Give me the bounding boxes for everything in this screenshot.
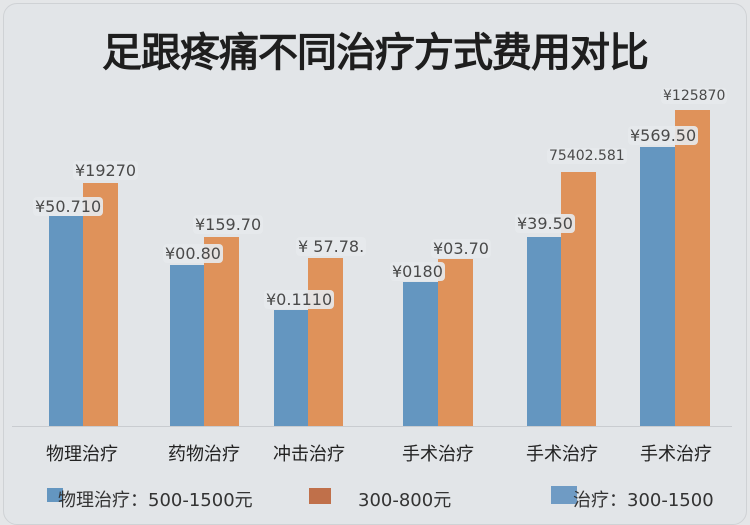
plot-area: ¥50.710 ¥19270 ¥00.80 ¥159.70 ¥0.1110 ¥ … <box>12 88 732 511</box>
bar-blue-5 <box>527 237 561 426</box>
value-label-orange-1: ¥19270 <box>73 161 139 180</box>
bar-orange-2 <box>204 237 239 426</box>
bar-orange-3 <box>308 258 343 426</box>
bar-orange-6 <box>675 110 710 426</box>
category-label-6: 手术治疗 <box>640 444 712 465</box>
value-label-blue-5: ¥39.50 <box>515 214 575 233</box>
value-label-blue-1: ¥50.710 <box>33 197 104 216</box>
bar-orange-1 <box>83 183 118 426</box>
value-label-blue-6: ¥569.50 <box>628 126 699 145</box>
chart-title: 足跟疼痛不同治疗方式费用对比 <box>102 30 649 76</box>
legend-swatch-2 <box>309 488 331 504</box>
value-label-blue-4: ¥0180 <box>390 262 445 281</box>
bar-blue-6 <box>640 147 675 426</box>
value-label-blue-2: ¥00.80 <box>163 244 223 263</box>
category-label-4: 手术治疗 <box>402 444 474 465</box>
value-label-orange-6: ¥125870 <box>661 88 728 104</box>
category-label-5: 手术治疗 <box>526 444 598 465</box>
chart-frame <box>3 3 747 525</box>
legend-item-1: 物理治疗：500-1500元 <box>58 490 253 511</box>
category-label-2: 药物治疗 <box>168 444 240 465</box>
category-label-3: 冲击治疗 <box>273 444 345 465</box>
value-label-orange-3: ¥ 57.78. <box>296 237 367 256</box>
bar-blue-2 <box>170 265 204 426</box>
value-label-blue-3: ¥0.1110 <box>264 290 335 309</box>
value-label-orange-2: ¥159.70 <box>193 215 264 234</box>
bar-orange-4 <box>438 259 473 426</box>
legend-item-3: 治疗：300-1500 <box>573 490 714 511</box>
value-label-orange-4: ¥03.70 <box>431 239 491 258</box>
legend-swatch-1 <box>47 488 63 502</box>
value-label-orange-5: 75402.581 <box>547 148 627 164</box>
bar-blue-3 <box>274 310 308 426</box>
bar-orange-5 <box>561 172 596 426</box>
bar-blue-1 <box>49 216 83 426</box>
x-axis-baseline <box>12 426 732 427</box>
bar-blue-4 <box>403 282 438 426</box>
legend-item-2: 300-800元 <box>358 490 452 511</box>
category-label-1: 物理治疗 <box>46 444 118 465</box>
